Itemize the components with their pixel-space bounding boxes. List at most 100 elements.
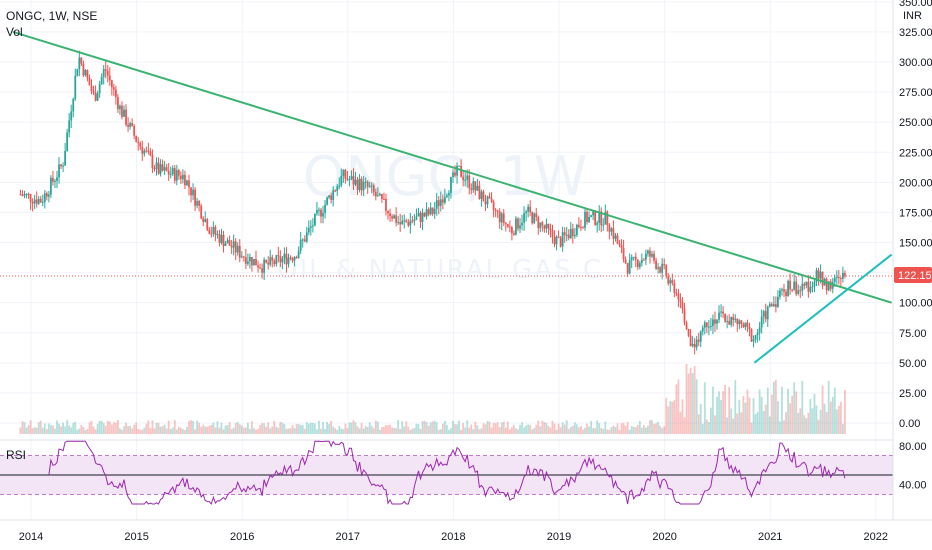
volume-bar bbox=[316, 429, 318, 434]
candle-body bbox=[821, 271, 824, 286]
candle-body bbox=[734, 318, 737, 320]
volume-bar bbox=[443, 420, 446, 434]
volume-bar bbox=[346, 428, 349, 434]
candle-body bbox=[238, 245, 241, 258]
volume-bar bbox=[575, 424, 578, 434]
volume-bar bbox=[425, 422, 428, 434]
volume-bar bbox=[502, 421, 505, 434]
volume-bar bbox=[173, 420, 176, 434]
candle-body bbox=[567, 234, 570, 239]
volume-bar bbox=[21, 421, 24, 434]
volume-bar bbox=[513, 424, 515, 434]
volume-bar bbox=[368, 422, 371, 434]
volume-bar bbox=[813, 393, 816, 434]
candle-body bbox=[677, 293, 680, 300]
candle-body bbox=[486, 196, 489, 205]
volume-bar bbox=[647, 425, 649, 434]
volume-bar bbox=[748, 397, 751, 434]
volume-bar bbox=[726, 417, 729, 434]
candle-body bbox=[31, 201, 34, 204]
price-tick-label: 225.00 bbox=[899, 147, 932, 159]
volume-bar bbox=[527, 424, 530, 434]
volume-bar bbox=[64, 426, 67, 434]
candle-body bbox=[271, 257, 274, 261]
candle-body bbox=[813, 281, 816, 287]
volume-bar bbox=[240, 425, 243, 434]
candle-body bbox=[318, 209, 320, 211]
volume-bar bbox=[19, 427, 22, 434]
volume-bar bbox=[663, 426, 666, 434]
volume-bar bbox=[96, 423, 99, 434]
volume-bar bbox=[261, 423, 264, 434]
volume-bar bbox=[385, 425, 387, 434]
volume-bar bbox=[474, 421, 477, 434]
volume-bar bbox=[387, 425, 389, 434]
candle-body bbox=[224, 243, 227, 247]
volume-bar bbox=[496, 422, 499, 434]
volume-bar bbox=[612, 425, 615, 434]
trendlines[interactable] bbox=[12, 30, 893, 364]
volume-label[interactable]: Vol bbox=[6, 25, 23, 39]
volume-bar bbox=[208, 425, 211, 434]
volume-bar bbox=[74, 421, 77, 434]
candle-body bbox=[96, 93, 99, 101]
candle-body bbox=[673, 283, 676, 293]
candle-body bbox=[687, 328, 690, 336]
candle-body bbox=[145, 150, 148, 152]
volume-bar bbox=[279, 421, 282, 434]
candle-body bbox=[35, 199, 38, 204]
volume-bar bbox=[171, 427, 174, 434]
volume-bar bbox=[626, 422, 629, 434]
symbol-title[interactable]: ONGC, 1W, NSE bbox=[6, 9, 97, 23]
volume-bar bbox=[374, 420, 377, 434]
volume-bar bbox=[275, 426, 278, 434]
volume-bar bbox=[815, 405, 818, 434]
volume-bar bbox=[137, 428, 140, 434]
candle-body bbox=[474, 181, 477, 191]
volume-bar bbox=[100, 421, 103, 434]
candlesticks bbox=[19, 50, 846, 355]
volume-bar bbox=[141, 429, 144, 434]
candle-body bbox=[456, 165, 458, 176]
volume-bar bbox=[391, 427, 393, 434]
candle-body bbox=[653, 253, 655, 261]
candle-body bbox=[240, 256, 243, 258]
candle-body bbox=[47, 194, 50, 197]
volume-bar bbox=[78, 428, 81, 434]
candle-body bbox=[614, 235, 617, 239]
time-axis[interactable]: 2014 2015 2016 2017 2018 2019 2020 2021 2022 bbox=[19, 531, 888, 543]
candle-body bbox=[651, 253, 653, 257]
volume-bar bbox=[41, 427, 44, 434]
trendline-rising bbox=[753, 253, 893, 364]
volume-bar bbox=[259, 425, 261, 434]
volume-bar bbox=[452, 420, 454, 434]
candle-body bbox=[397, 222, 400, 224]
volume-bar bbox=[433, 420, 436, 434]
candle-body bbox=[332, 190, 335, 200]
last-price-label: 122.15 bbox=[898, 270, 932, 282]
volume-bar bbox=[45, 429, 48, 434]
volume-bar bbox=[744, 402, 747, 434]
candle-body bbox=[482, 191, 485, 202]
candle-body bbox=[352, 176, 355, 185]
volume-bar bbox=[33, 427, 36, 434]
volume-bar bbox=[204, 426, 207, 434]
volume-bar bbox=[478, 429, 481, 434]
candle-body bbox=[701, 327, 704, 332]
volume-bar bbox=[29, 420, 32, 434]
candle-body bbox=[326, 197, 328, 205]
price-axis[interactable]: 350.00 325.00 300.00 275.00 250.00 225.00 200.… bbox=[899, 0, 932, 430]
volume-bar bbox=[439, 429, 442, 434]
volume-bar bbox=[47, 423, 50, 434]
candle-body bbox=[45, 193, 48, 197]
candle-body bbox=[770, 304, 773, 307]
candle-body bbox=[738, 320, 741, 325]
volume-bar bbox=[716, 396, 718, 434]
volume-bar bbox=[253, 428, 255, 434]
candle-body bbox=[740, 320, 743, 325]
rsi-label[interactable]: RSI bbox=[6, 448, 26, 462]
candle-body bbox=[135, 135, 138, 142]
candle-body bbox=[374, 192, 377, 197]
volume-bar bbox=[779, 421, 781, 434]
